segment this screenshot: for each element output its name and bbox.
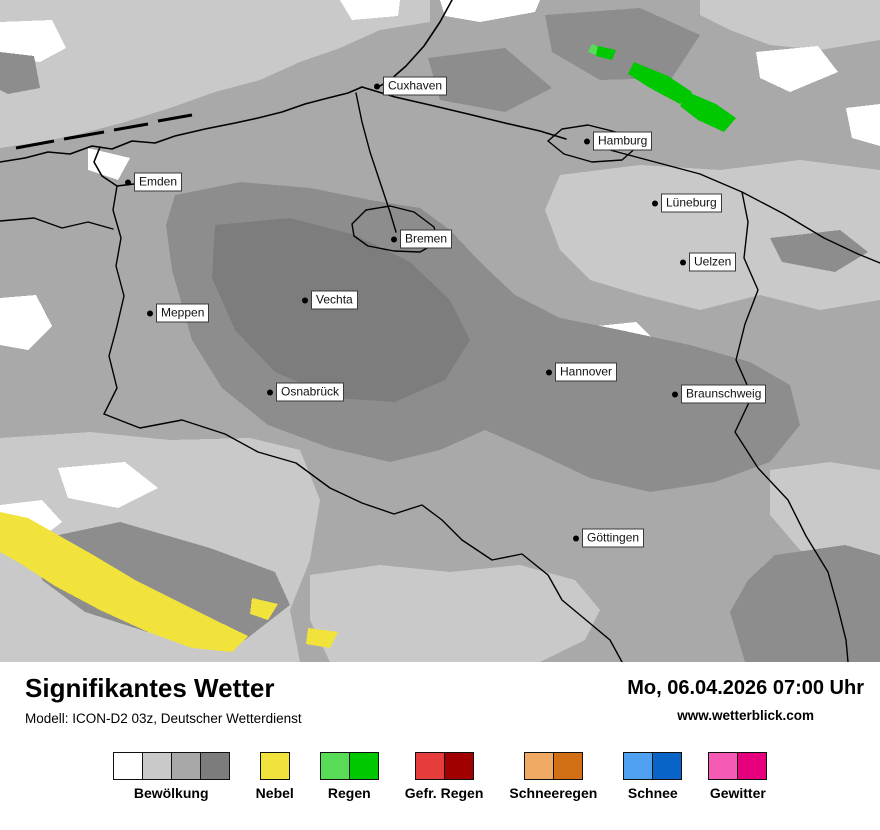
city-label: Meppen	[156, 303, 210, 323]
legend-swatch-row	[708, 752, 768, 780]
legend-swatch	[170, 752, 201, 780]
city-marker-bremen: Bremen	[391, 229, 453, 249]
islands	[15, 113, 193, 150]
city-dot	[147, 310, 153, 316]
city-dot	[680, 259, 686, 265]
city-dot	[302, 297, 308, 303]
city-dot	[672, 391, 678, 397]
river-lines	[355, 92, 880, 264]
city-marker-goettingen: Göttingen	[573, 528, 645, 548]
city-dot	[584, 138, 590, 144]
legend-swatch	[552, 752, 583, 780]
legend-label: Bewölkung	[133, 785, 209, 801]
footer-right: Mo, 06.04.2026 07:00 Uhr www.wetterblick…	[627, 677, 864, 723]
city-label: Emden	[134, 172, 183, 192]
legend-swatch	[112, 752, 143, 780]
city-marker-osnabrueck: Osnabrück	[267, 382, 345, 402]
legend-label: Gefr. Regen	[404, 785, 484, 801]
fog-layer	[0, 512, 338, 652]
legend-label: Schnee	[627, 785, 678, 801]
legend-swatch-row	[523, 752, 583, 780]
legend-label: Schneeregen	[509, 785, 598, 801]
legend-swatch-row	[623, 752, 683, 780]
legend-swatch-row	[112, 752, 230, 780]
legend-swatch	[199, 752, 230, 780]
city-marker-lueneburg: Lüneburg	[652, 193, 722, 213]
city-dot	[125, 179, 131, 185]
city-marker-hannover: Hannover	[546, 362, 618, 382]
legend: Bewölkung Nebel Regen Gefr. Regen	[0, 752, 880, 801]
legend-swatch-row	[414, 752, 474, 780]
city-marker-cuxhaven: Cuxhaven	[374, 76, 448, 96]
legend-swatch	[737, 752, 768, 780]
legend-group-schnee: Schnee	[623, 752, 683, 801]
model-info: Modell: ICON-D2 03z, Deutscher Wetterdie…	[25, 711, 302, 726]
legend-label: Regen	[327, 785, 371, 801]
legend-group-bewoelkung: Bewölkung	[112, 752, 230, 801]
city-marker-emden: Emden	[125, 172, 183, 192]
city-marker-meppen: Meppen	[147, 303, 210, 323]
state-border-lines	[0, 124, 849, 662]
city-label: Braunschweig	[681, 384, 767, 404]
city-label: Hamburg	[593, 131, 653, 151]
legend-group-nebel: Nebel	[256, 752, 294, 801]
city-marker-braunschweig: Braunschweig	[672, 384, 767, 404]
weather-map: Cuxhaven Hamburg Emden Lüneburg Bremen U…	[0, 0, 880, 662]
city-label: Osnabrück	[276, 382, 345, 402]
legend-swatch	[414, 752, 445, 780]
legend-swatch	[708, 752, 739, 780]
city-marker-hamburg: Hamburg	[584, 131, 653, 151]
legend-group-gewitter: Gewitter	[708, 752, 768, 801]
legend-swatch-row	[259, 752, 290, 780]
footer: Signifikantes Wetter Modell: ICON-D2 03z…	[0, 662, 880, 752]
city-label: Cuxhaven	[383, 76, 448, 96]
legend-swatch	[523, 752, 554, 780]
legend-swatch	[319, 752, 350, 780]
legend-swatch-row	[319, 752, 379, 780]
cloud-darker-layer	[212, 218, 470, 402]
city-label: Hannover	[555, 362, 618, 382]
cloud-white-layer	[0, 0, 880, 545]
legend-swatch	[141, 752, 172, 780]
city-label: Göttingen	[582, 528, 645, 548]
city-label: Uelzen	[689, 252, 737, 272]
legend-group-schneeregen: Schneeregen	[509, 752, 597, 801]
city-label: Lüneburg	[661, 193, 722, 213]
city-label: Bremen	[400, 229, 453, 249]
legend-group-regen: Regen	[319, 752, 379, 801]
city-dot	[267, 389, 273, 395]
city-dot	[391, 236, 397, 242]
map-canvas	[0, 0, 880, 662]
city-marker-vechta: Vechta	[302, 290, 358, 310]
legend-label: Nebel	[255, 785, 294, 801]
rain-layer	[596, 46, 736, 132]
legend-swatch	[443, 752, 474, 780]
city-dot	[652, 200, 658, 206]
legend-swatch	[652, 752, 683, 780]
city-dot	[546, 369, 552, 375]
forecast-datetime: Mo, 06.04.2026 07:00 Uhr	[627, 677, 864, 699]
legend-swatch	[259, 752, 290, 780]
website-url: www.wetterblick.com	[677, 708, 814, 723]
city-dot	[573, 535, 579, 541]
legend-group-gefr-regen: Gefr. Regen	[404, 752, 484, 801]
legend-swatch	[623, 752, 654, 780]
legend-label: Gewitter	[709, 785, 766, 801]
legend-swatch	[348, 752, 379, 780]
city-label: Vechta	[311, 290, 358, 310]
city-marker-uelzen: Uelzen	[680, 252, 737, 272]
city-dot	[374, 83, 380, 89]
page-title: Signifikantes Wetter	[25, 673, 275, 703]
